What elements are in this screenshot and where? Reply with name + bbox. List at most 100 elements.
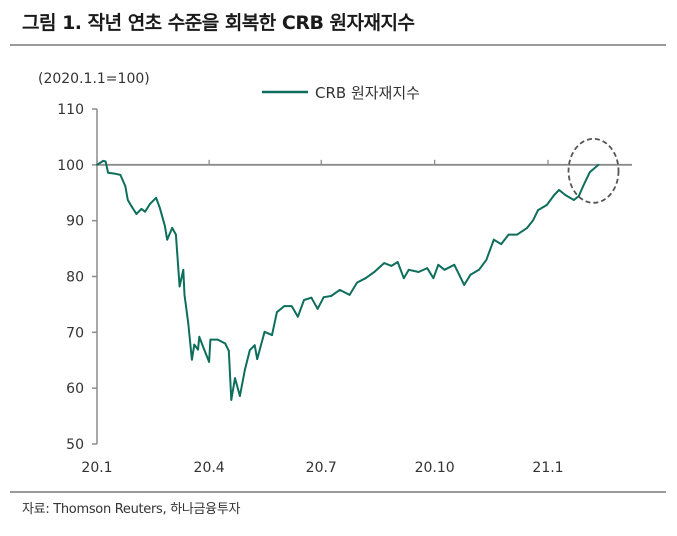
data-point	[432, 277, 435, 280]
data-point	[507, 233, 510, 236]
data-point	[316, 308, 319, 310]
data-point	[283, 305, 286, 307]
x-tick-label: 20.1	[81, 460, 112, 476]
data-point	[526, 227, 528, 229]
x-tick-label: 20.10	[415, 460, 455, 476]
data-point	[573, 199, 575, 201]
data-point	[463, 284, 466, 286]
data-point	[107, 171, 109, 174]
legend: CRB 원자재지수	[262, 84, 420, 102]
data-point	[171, 227, 174, 229]
data-point	[166, 238, 169, 241]
data-point	[500, 243, 503, 246]
data-point	[104, 160, 107, 163]
data-point	[140, 208, 143, 210]
data-point	[303, 299, 305, 301]
data-point	[290, 305, 293, 307]
data-point	[330, 295, 332, 297]
data-point	[244, 368, 246, 371]
source-divider	[10, 491, 666, 493]
data-point	[130, 205, 133, 208]
data-point	[276, 311, 278, 314]
data-point	[197, 348, 199, 351]
data-point	[417, 271, 420, 273]
data-point	[144, 210, 147, 213]
data-point	[224, 342, 227, 345]
data-point	[396, 261, 399, 263]
data-point	[537, 209, 539, 212]
data-point	[271, 334, 273, 336]
source-note: 자료: Thomson Reuters, 하나금융투자	[22, 502, 241, 517]
data-point	[407, 268, 410, 271]
data-point	[553, 194, 556, 196]
data-point	[356, 281, 358, 284]
y-tick-label: 50	[66, 437, 84, 453]
data-point	[102, 160, 105, 162]
data-point	[443, 268, 446, 271]
data-point	[582, 184, 585, 186]
data-point	[163, 224, 166, 227]
data-point	[558, 189, 560, 191]
data-point	[175, 233, 177, 236]
figure-title: 그림 1. 작년 연초 수준을 회복한 CRB 원자재지수	[22, 12, 415, 34]
title-divider	[10, 44, 666, 46]
y-tick-label: 70	[66, 325, 84, 341]
data-point	[187, 321, 190, 324]
data-point	[390, 265, 393, 267]
y-tick-label: 60	[66, 381, 84, 397]
data-point	[182, 268, 185, 271]
data-point	[135, 213, 138, 215]
data-point	[209, 338, 212, 341]
data-point	[158, 206, 161, 209]
data-point	[193, 343, 196, 346]
data-point	[469, 273, 472, 276]
data-point	[589, 171, 591, 174]
data-point	[203, 348, 206, 351]
data-point	[348, 294, 351, 296]
data-point	[216, 338, 219, 341]
x-tick-label: 21.1	[532, 460, 563, 476]
data-point	[297, 315, 299, 318]
data-point	[227, 349, 230, 352]
data-point	[402, 277, 405, 280]
data-point	[248, 349, 251, 352]
y-unit-label: (2020.1.1=100)	[38, 71, 150, 87]
data-point	[545, 204, 548, 206]
data-point	[516, 233, 519, 236]
data-point	[453, 263, 456, 266]
data-point	[230, 399, 233, 401]
data-point	[114, 172, 117, 175]
data-point	[437, 263, 440, 266]
data-point	[263, 330, 266, 333]
data-point	[426, 267, 429, 269]
x-tick-label: 20.4	[194, 460, 225, 476]
data-point	[234, 377, 236, 379]
data-point	[126, 199, 129, 201]
x-tick-label: 20.7	[306, 460, 337, 476]
data-point	[155, 196, 158, 199]
data-point	[183, 294, 186, 296]
data-point	[492, 238, 495, 241]
highlight-circle	[567, 137, 620, 204]
data-point	[564, 194, 567, 196]
data-point	[485, 258, 488, 261]
data-point	[478, 268, 480, 271]
data-point	[178, 285, 181, 288]
data-point	[119, 174, 122, 176]
data-point	[373, 271, 376, 273]
data-point	[383, 262, 385, 264]
legend-label: CRB 원자재지수	[315, 84, 420, 102]
data-point	[338, 289, 341, 291]
y-tick-label: 110	[57, 102, 84, 118]
data-point	[124, 185, 127, 188]
data-point	[198, 335, 201, 338]
y-tick-label: 80	[66, 270, 84, 286]
data-point	[191, 358, 193, 361]
data-point	[322, 296, 325, 299]
data-point	[96, 163, 98, 166]
data-point	[364, 277, 367, 280]
data-point	[597, 163, 600, 166]
data-point	[149, 203, 151, 205]
data-point	[253, 344, 256, 347]
